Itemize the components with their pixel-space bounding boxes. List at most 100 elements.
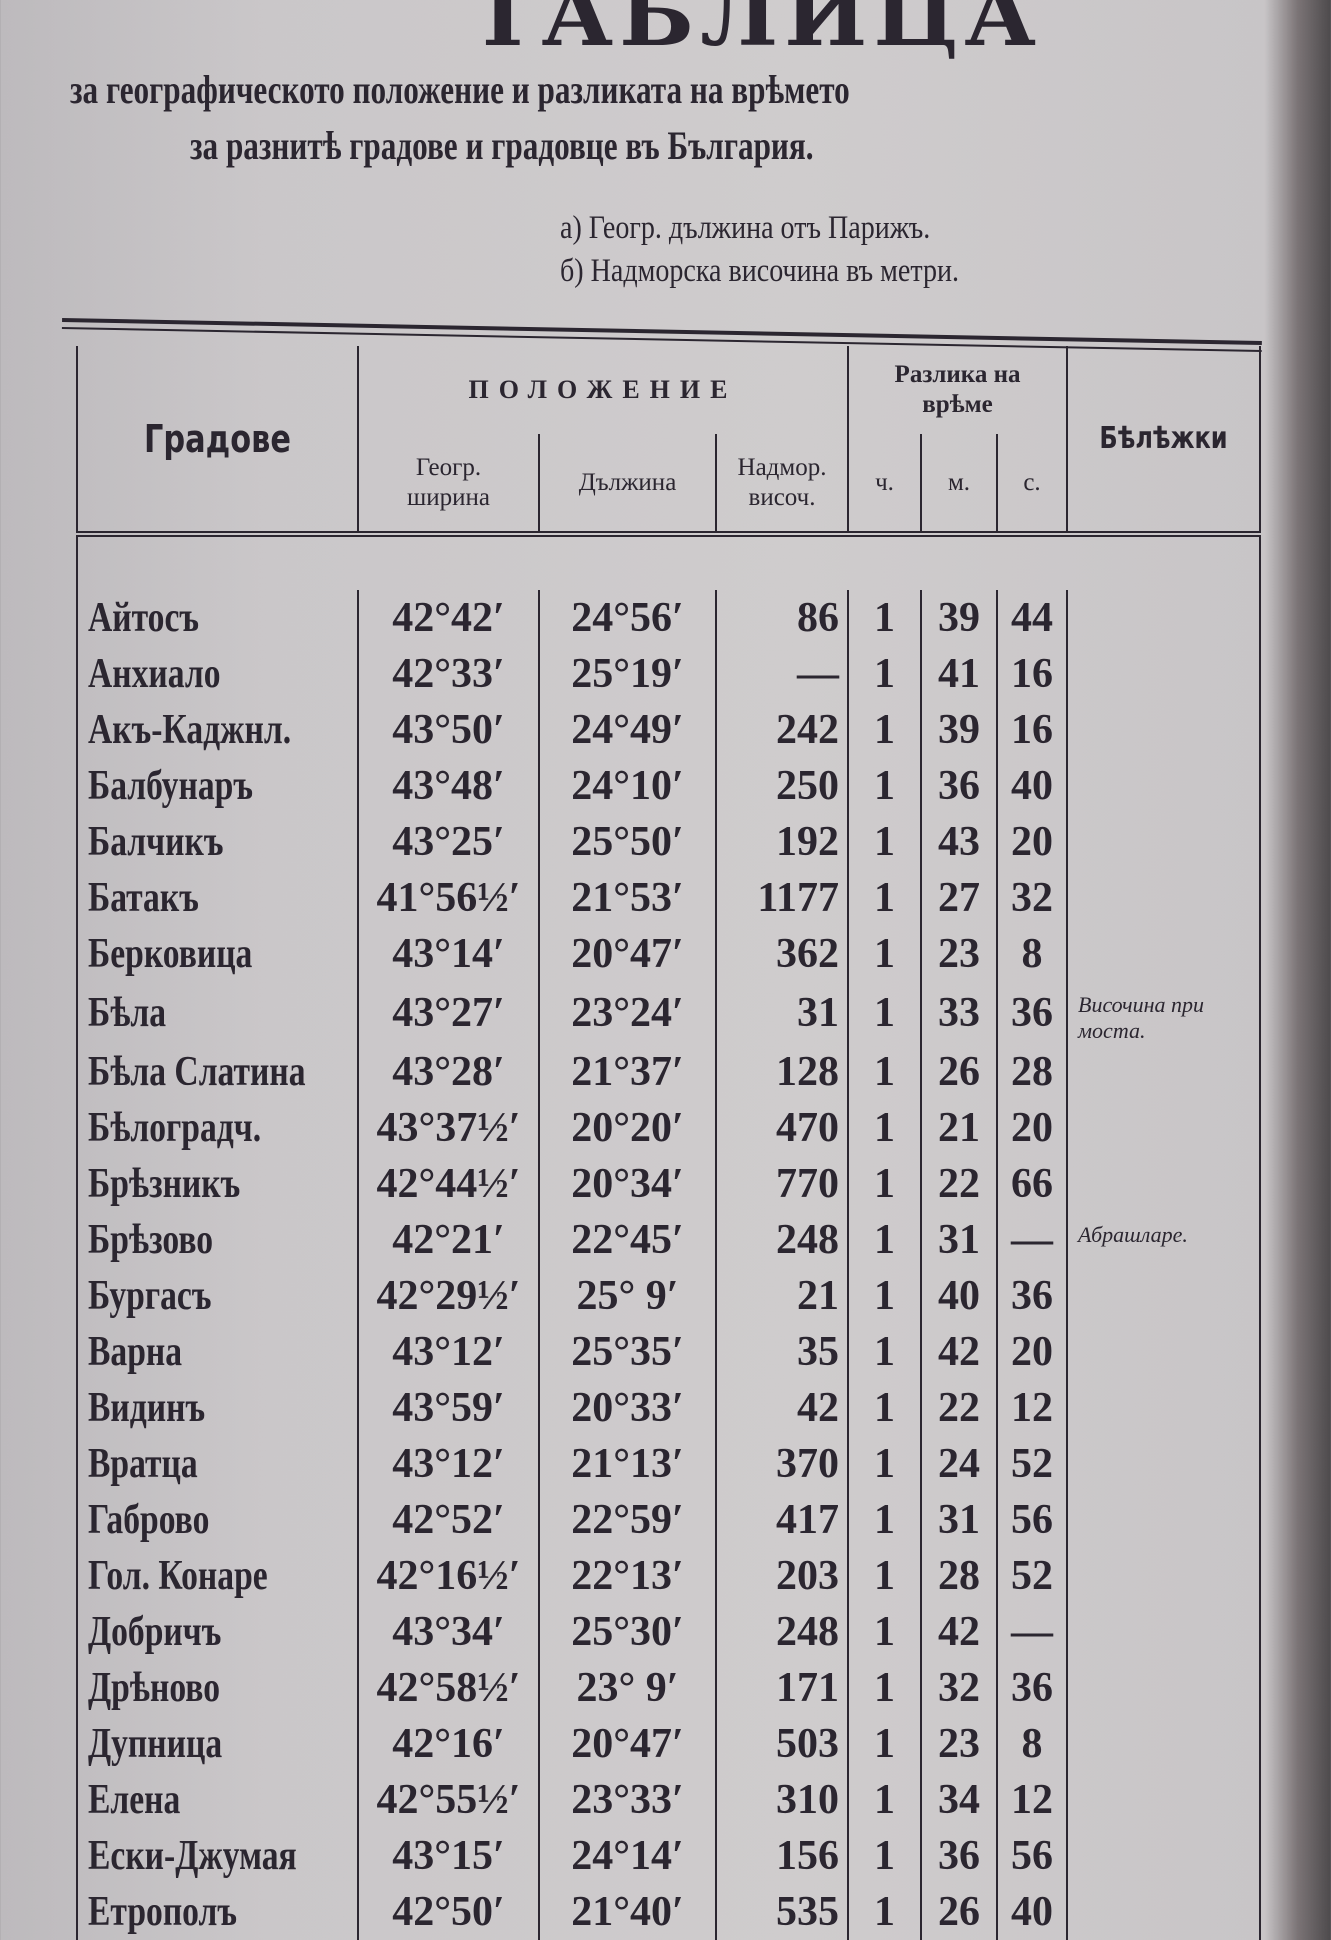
latitude: 43°14′ (392, 931, 505, 977)
hours: 1 (874, 1161, 896, 1207)
table-row: Габрово 42°52′ 22°59′ 417 1 31 56 (76, 1492, 1262, 1548)
seconds-cell: 28 (996, 1044, 1068, 1100)
remark-cell (1066, 814, 1262, 870)
latitude-cell: 42°44½′ (357, 1156, 539, 1212)
hours: 1 (874, 1497, 896, 1543)
city-name-cell: Брѣзово (76, 1212, 358, 1268)
table-row: Добричъ 43°34′ 25°30′ 248 1 42 — (76, 1604, 1262, 1660)
header-position: ПОЛОЖЕНИЕ (468, 375, 738, 404)
hours-cell: 1 (847, 1660, 922, 1716)
minutes-cell: 26 (920, 1044, 998, 1100)
minutes-cell: 43 (920, 814, 998, 870)
minutes-cell: 31 (920, 1492, 998, 1548)
remark-cell (1066, 1772, 1262, 1828)
hours-cell: 1 (847, 1044, 922, 1100)
remark-cell (1066, 702, 1262, 758)
city-name: Варна (88, 1329, 183, 1375)
minutes-cell: 39 (920, 590, 998, 646)
seconds: 40 (1011, 1889, 1054, 1935)
remark-cell: Абрашларе. (1066, 1212, 1262, 1268)
minutes: 40 (938, 1273, 981, 1319)
hours: 1 (874, 651, 896, 697)
minutes: 42 (938, 1609, 981, 1655)
city-name-cell: Батакъ (76, 870, 358, 926)
city-name: Балчикъ (88, 819, 224, 865)
latitude-cell: 43°15′ (357, 1828, 539, 1884)
note-altitude: б) Надморска височина въ метри. (560, 253, 960, 289)
minutes-cell: 36 (920, 758, 998, 814)
longitude: 25° 9′ (576, 1273, 679, 1319)
minutes: 26 (938, 1049, 981, 1095)
altitude-cell: 35 (714, 1324, 849, 1380)
latitude: 43°34′ (392, 1609, 505, 1655)
minutes: 36 (938, 1833, 981, 1879)
hours: 1 (874, 1721, 896, 1767)
remark-cell (1066, 926, 1262, 982)
seconds-cell: 12 (996, 1380, 1068, 1436)
city-name-cell: Балчикъ (76, 814, 358, 870)
seconds: 20 (1011, 819, 1054, 865)
hours-cell: 1 (847, 1884, 922, 1940)
altitude: 86 (797, 595, 840, 641)
latitude: 43°48′ (392, 763, 505, 809)
altitude: 535 (776, 1889, 840, 1935)
latitude: 42°55½′ (376, 1777, 521, 1823)
city-name-cell: Акъ-Каджнл. (76, 702, 358, 758)
latitude-cell: 42°42′ (357, 590, 539, 646)
latitude: 42°33′ (392, 651, 505, 697)
longitude-cell: 25°35′ (538, 1324, 716, 1380)
altitude: 203 (776, 1553, 840, 1599)
latitude-cell: 42°16′ (357, 1716, 539, 1772)
latitude: 42°21′ (392, 1217, 505, 1263)
city-name: Акъ-Каджнл. (88, 707, 292, 753)
minutes: 43 (938, 819, 981, 865)
hours-cell: 1 (847, 1436, 922, 1492)
seconds: 52 (1011, 1553, 1054, 1599)
city-name: Брѣзникъ (88, 1161, 241, 1207)
latitude: 43°12′ (392, 1441, 505, 1487)
longitude-cell: 21°53′ (538, 870, 716, 926)
table-row: Батакъ 41°56½′ 21°53′ 1177 1 27 32 (76, 870, 1262, 926)
latitude: 42°16′ (392, 1721, 505, 1767)
city-name-cell: Бѣла Слатина (76, 1044, 358, 1100)
hours: 1 (874, 1105, 896, 1151)
longitude-cell: 23°24′ (538, 982, 716, 1044)
minutes-cell: 42 (920, 1604, 998, 1660)
latitude: 42°16½′ (376, 1553, 521, 1599)
table-row: Берковица 43°14′ 20°47′ 362 1 23 8 (76, 926, 1262, 982)
altitude-cell: 503 (714, 1716, 849, 1772)
hours: 1 (874, 1889, 896, 1935)
longitude-cell: 24°10′ (538, 758, 716, 814)
longitude: 25°50′ (571, 819, 684, 865)
altitude-cell: — (714, 646, 849, 702)
altitude: 248 (776, 1609, 840, 1655)
longitude-cell: 20°20′ (538, 1100, 716, 1156)
remark-cell (1066, 1492, 1262, 1548)
city-name: Гол. Конаре (88, 1553, 268, 1599)
longitude: 25°35′ (571, 1329, 684, 1375)
seconds: 16 (1011, 707, 1054, 753)
seconds-cell: 20 (996, 1100, 1068, 1156)
altitude: 310 (776, 1777, 840, 1823)
altitude-cell: 86 (714, 590, 849, 646)
city-name: Бургасъ (88, 1273, 212, 1319)
seconds: 32 (1011, 875, 1054, 921)
longitude-cell: 22°45′ (538, 1212, 716, 1268)
city-name: Балбунаръ (88, 763, 253, 809)
remark: Абрашларе. (1078, 1222, 1188, 1247)
hours-cell: 1 (847, 1604, 922, 1660)
seconds: — (1011, 1609, 1054, 1655)
longitude: 22°59′ (571, 1497, 684, 1543)
city-name: Брѣзово (88, 1217, 214, 1263)
table-row: Брѣзникъ 42°44½′ 20°34′ 770 1 22 66 (76, 1156, 1262, 1212)
altitude: 156 (776, 1833, 840, 1879)
minutes: 36 (938, 763, 981, 809)
remark-cell (1066, 1324, 1262, 1380)
seconds: 56 (1011, 1497, 1054, 1543)
remark-cell (1066, 1716, 1262, 1772)
latitude-cell: 43°25′ (357, 814, 539, 870)
city-name: Етрополъ (88, 1889, 237, 1935)
seconds-cell: 36 (996, 1660, 1068, 1716)
table-row: Анхиало 42°33′ 25°19′ — 1 41 16 (76, 646, 1262, 702)
longitude-cell: 21°37′ (538, 1044, 716, 1100)
